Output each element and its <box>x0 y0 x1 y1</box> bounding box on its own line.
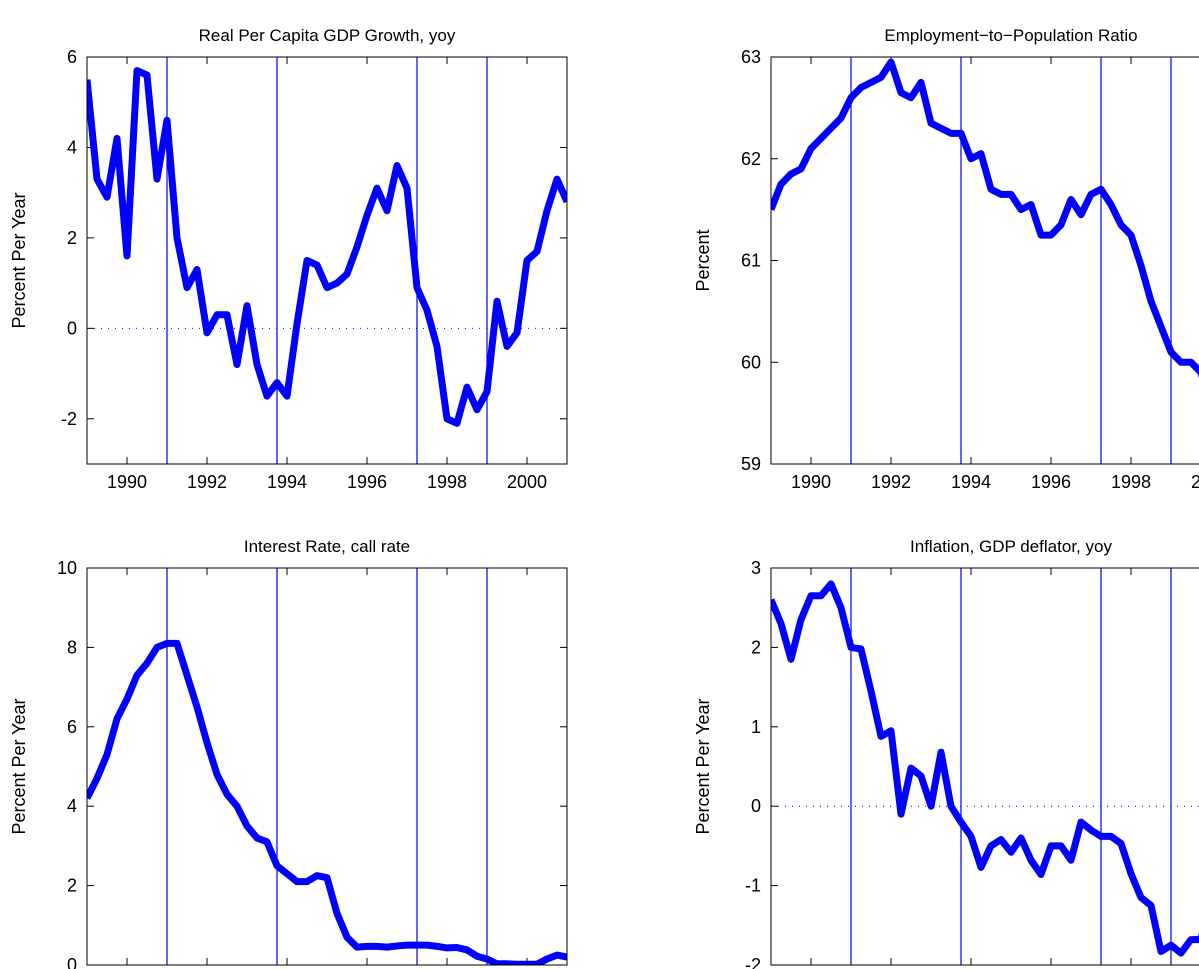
subplot-title: Interest Rate, call rate <box>244 537 410 556</box>
x-tick-label: 1992 <box>187 472 227 492</box>
data-line <box>771 58 1199 379</box>
y-axis-label: Percent Per Year <box>9 698 29 834</box>
y-tick-label: 4 <box>67 796 77 816</box>
y-tick-label: -1 <box>745 876 761 896</box>
x-tick-label: 2000 <box>1191 472 1199 492</box>
subplot: Interest Rate, call rate Percent Per Year… <box>9 537 568 969</box>
plot-area <box>87 568 567 965</box>
axes-box <box>770 567 1199 966</box>
x-tick-label: 1996 <box>1031 472 1071 492</box>
y-axis-label: Percent <box>693 229 713 291</box>
y-tick-label: -2 <box>745 955 761 969</box>
axes-box <box>770 56 1199 465</box>
y-tick-label: 63 <box>741 47 761 67</box>
y-tick-label: 61 <box>741 251 761 271</box>
subplot-title: Employment−to−Population Ratio <box>884 26 1137 45</box>
y-tick-label: 0 <box>751 796 761 816</box>
y-tick-label: 1 <box>751 717 761 737</box>
subplot: Real Per Capita GDP Growth, yoy Percent P… <box>9 26 568 492</box>
y-tick-label: 0 <box>67 955 77 969</box>
y-tick-label: 3 <box>751 558 761 578</box>
y-axis-label: Percent Per Year <box>693 698 713 834</box>
y-tick-label: 2 <box>67 228 77 248</box>
subplot: Inflation, GDP deflator, yoy Percent Per … <box>693 537 1199 969</box>
y-tick-label: 2 <box>67 876 77 896</box>
y-tick-label: 60 <box>741 352 761 372</box>
data-line <box>771 580 1199 957</box>
y-tick-label: 62 <box>741 149 761 169</box>
y-tick-label: 6 <box>67 717 77 737</box>
x-tick-label: 1994 <box>267 472 307 492</box>
x-tick-label: 1998 <box>1111 472 1151 492</box>
y-tick-label: -2 <box>61 409 77 429</box>
x-tick-label: 1996 <box>347 472 387 492</box>
y-tick-label: 4 <box>67 137 77 157</box>
y-tick-label: 2 <box>751 637 761 657</box>
x-tick-label: 1994 <box>951 472 991 492</box>
plot-area <box>771 568 1199 965</box>
plot-area <box>87 57 567 464</box>
subplot: Employment−to−Population Ratio Percent 199… <box>693 26 1199 492</box>
axes-box <box>86 567 568 966</box>
data-line <box>87 639 567 965</box>
x-tick-label: 2000 <box>507 472 547 492</box>
y-tick-label: 0 <box>67 318 77 338</box>
y-axis-label: Percent Per Year <box>9 192 29 328</box>
x-tick-label: 1998 <box>427 472 467 492</box>
subplot-title: Inflation, GDP deflator, yoy <box>910 537 1112 556</box>
y-tick-label: 8 <box>67 637 77 657</box>
y-tick-label: 10 <box>57 558 77 578</box>
axes-box <box>86 56 568 465</box>
data-line <box>87 67 567 427</box>
subplot-title: Real Per Capita GDP Growth, yoy <box>199 26 456 45</box>
y-tick-label: 59 <box>741 454 761 474</box>
plot-area <box>771 57 1199 464</box>
x-tick-label: 1990 <box>107 472 147 492</box>
x-tick-label: 1992 <box>871 472 911 492</box>
y-tick-label: 6 <box>67 47 77 67</box>
x-tick-label: 1990 <box>791 472 831 492</box>
